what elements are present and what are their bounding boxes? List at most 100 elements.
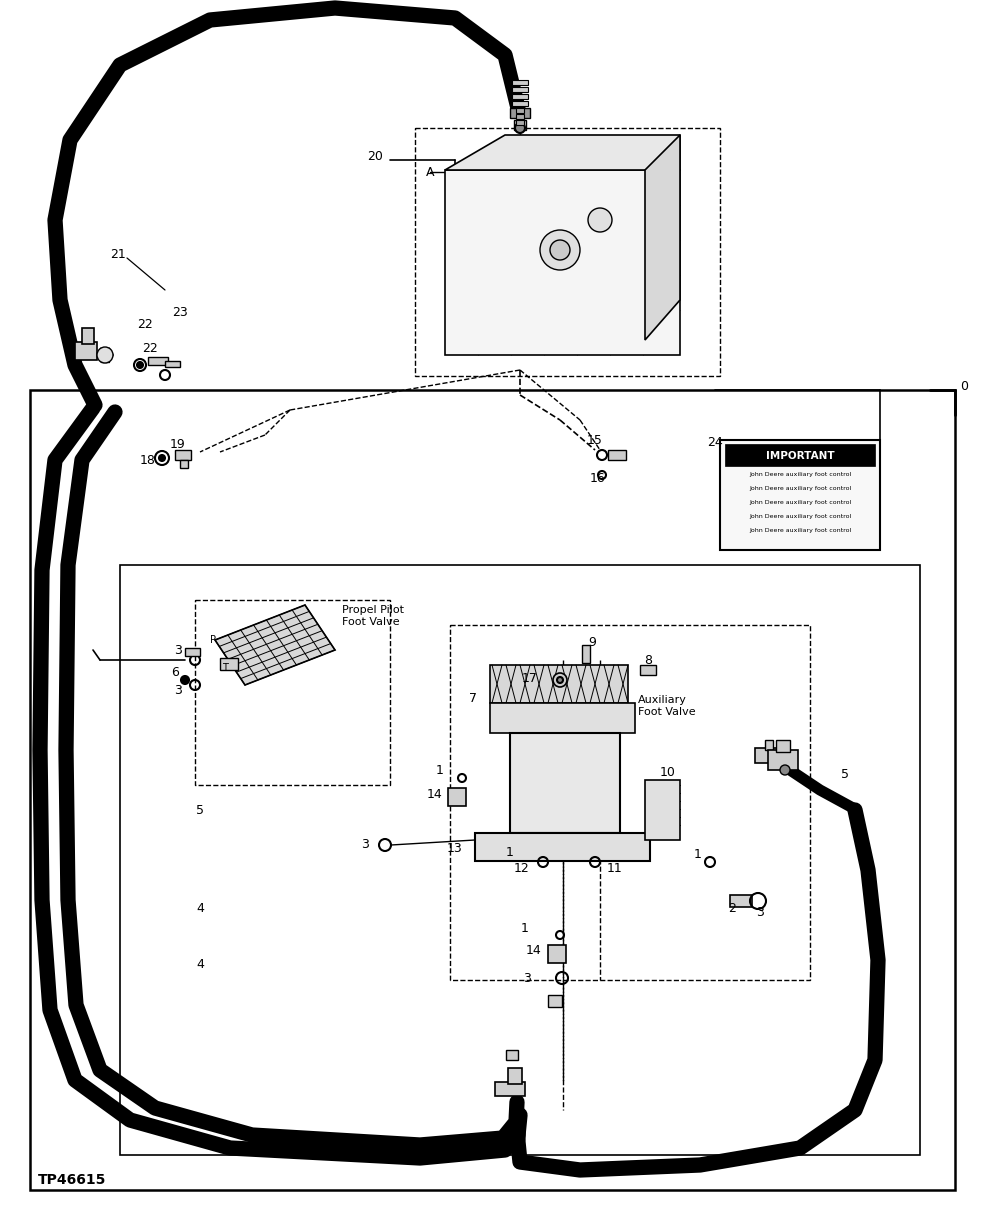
Text: Propel Pilot
Foot Valve: Propel Pilot Foot Valve — [342, 605, 404, 627]
Circle shape — [97, 347, 113, 364]
Bar — [175, 450, 191, 461]
Circle shape — [780, 765, 790, 774]
Bar — [645, 781, 680, 840]
Bar — [508, 1068, 522, 1084]
Text: A: A — [425, 166, 434, 178]
Bar — [220, 658, 238, 670]
Bar — [512, 80, 528, 85]
Bar — [448, 788, 466, 806]
Text: 20: 20 — [367, 150, 383, 164]
Text: 5: 5 — [841, 768, 849, 782]
Text: John Deere auxiliary foot control: John Deere auxiliary foot control — [749, 528, 852, 533]
Text: P: P — [210, 635, 216, 645]
Text: 1: 1 — [506, 846, 514, 859]
Bar — [582, 645, 590, 663]
Text: 19: 19 — [170, 439, 186, 452]
Bar — [506, 1050, 518, 1060]
Circle shape — [550, 240, 570, 261]
Bar — [415, 128, 720, 376]
Text: 2: 2 — [728, 902, 736, 915]
Text: 6: 6 — [171, 665, 179, 679]
Text: 7: 7 — [469, 692, 477, 704]
Circle shape — [181, 676, 189, 684]
Bar — [490, 703, 635, 733]
Text: John Deere auxiliary foot control: John Deere auxiliary foot control — [749, 486, 852, 491]
Text: 14: 14 — [427, 789, 443, 801]
Bar — [512, 87, 528, 92]
Bar — [730, 894, 752, 907]
Bar — [516, 120, 524, 125]
Text: 18: 18 — [140, 453, 156, 467]
Text: 16: 16 — [590, 471, 606, 485]
Text: 8: 8 — [644, 653, 652, 667]
Bar — [512, 101, 528, 105]
Bar — [608, 450, 626, 461]
Bar — [640, 665, 656, 675]
Text: 1: 1 — [694, 848, 702, 862]
Bar — [510, 733, 620, 833]
Bar — [548, 945, 566, 964]
Bar — [765, 741, 773, 750]
Text: 4: 4 — [196, 902, 204, 915]
Circle shape — [515, 122, 525, 133]
Bar — [725, 444, 875, 465]
Text: IMPORTANT: IMPORTANT — [765, 451, 835, 461]
Bar — [75, 342, 97, 360]
Text: 3: 3 — [174, 684, 182, 697]
Text: 11: 11 — [607, 862, 623, 875]
Text: 17: 17 — [522, 671, 538, 685]
Text: John Deere auxiliary foot control: John Deere auxiliary foot control — [749, 514, 852, 519]
Polygon shape — [490, 665, 628, 703]
Text: 22: 22 — [142, 342, 158, 354]
Circle shape — [159, 454, 165, 461]
Circle shape — [137, 362, 143, 368]
Text: 3: 3 — [174, 644, 182, 657]
Bar — [548, 995, 562, 1007]
Bar — [195, 600, 390, 785]
Text: 21: 21 — [110, 248, 126, 262]
Bar — [755, 748, 780, 764]
Text: 10: 10 — [660, 766, 675, 779]
Bar — [516, 108, 524, 113]
Text: John Deere auxiliary foot control: John Deere auxiliary foot control — [749, 501, 852, 505]
Text: 15: 15 — [587, 434, 603, 446]
Text: T: T — [223, 663, 227, 673]
Circle shape — [588, 208, 612, 231]
Bar — [180, 461, 188, 468]
Text: 13: 13 — [447, 841, 463, 854]
Bar — [120, 565, 920, 1155]
Bar — [495, 1082, 525, 1096]
Text: Auxiliary
Foot Valve: Auxiliary Foot Valve — [638, 694, 695, 716]
Polygon shape — [215, 605, 335, 685]
Text: John Deere auxiliary foot control: John Deere auxiliary foot control — [749, 471, 852, 478]
Bar — [445, 170, 680, 355]
Bar — [185, 648, 200, 656]
Bar — [510, 108, 530, 118]
Text: 3: 3 — [523, 972, 531, 984]
Bar — [450, 625, 810, 981]
Bar — [512, 95, 528, 99]
Polygon shape — [445, 135, 680, 170]
Text: 0: 0 — [960, 381, 968, 394]
Bar — [776, 741, 790, 751]
Text: 24: 24 — [707, 436, 723, 450]
Circle shape — [553, 673, 567, 687]
Text: 23: 23 — [172, 305, 188, 319]
Text: 14: 14 — [526, 943, 542, 956]
Bar — [30, 390, 955, 1190]
Text: 22: 22 — [137, 319, 153, 332]
Bar — [165, 361, 180, 367]
Polygon shape — [645, 135, 680, 341]
Bar — [148, 358, 168, 365]
Text: 3: 3 — [756, 905, 764, 919]
Text: 1: 1 — [521, 921, 529, 934]
Circle shape — [540, 230, 580, 270]
Text: 1: 1 — [436, 764, 444, 777]
Bar — [475, 833, 650, 861]
Text: 3: 3 — [361, 839, 369, 852]
Bar — [720, 440, 880, 550]
Text: TP46615: TP46615 — [38, 1173, 107, 1187]
Bar — [516, 114, 524, 119]
Text: 4: 4 — [196, 959, 204, 972]
Text: 5: 5 — [196, 804, 204, 817]
